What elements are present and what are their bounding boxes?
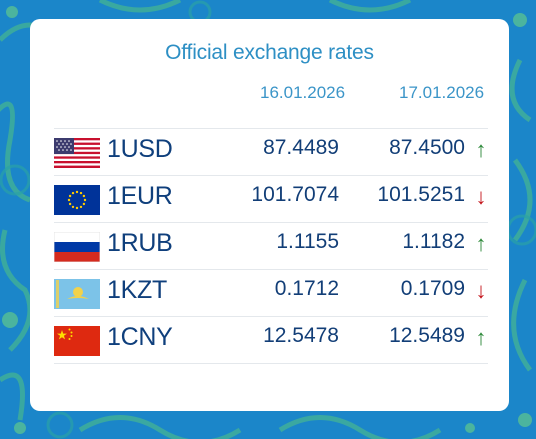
rate-value-date-2: 12.5489: [389, 324, 465, 347]
currency-code: 1USD: [107, 135, 173, 163]
rate-row-eur: 1EUR 101.7074 101.5251 ↓: [54, 175, 488, 222]
ru-flag-icon: [54, 232, 100, 262]
currency-code: 1KZT: [107, 276, 167, 304]
currency-code: 1CNY: [107, 323, 173, 351]
rate-row-usd: 1USD 87.4489 87.4500 ↑: [54, 128, 488, 175]
us-flag-icon: [54, 138, 100, 168]
rate-value-date-2: 0.1709: [400, 277, 465, 300]
rate-value-date-1: 1.1155: [276, 230, 339, 253]
eu-flag-icon: [54, 185, 100, 215]
date-column-2: 17.01.2026: [399, 83, 485, 102]
rate-row-cny: 1CNY 12.5478 12.5489 ↑: [54, 316, 488, 364]
rate-value-date-2: 1.1182: [402, 230, 465, 253]
rate-value-date-2: 87.4500: [389, 136, 465, 159]
rate-value-date-1: 87.4489: [263, 136, 339, 159]
date-column-1: 16.01.2026: [260, 83, 346, 102]
widget-title: Official exchange rates: [165, 41, 374, 64]
rate-value-date-2: 101.5251: [377, 183, 465, 206]
kz-flag-icon: [54, 279, 100, 309]
trend-down-icon: ↓: [475, 184, 487, 209]
rate-value-date-1: 101.7074: [251, 183, 339, 206]
currency-code: 1EUR: [107, 182, 173, 210]
exchange-rates-card: Official exchange rates 16.01.2026 17.01…: [30, 19, 509, 411]
trend-up-icon: ↑: [475, 325, 487, 350]
trend-up-icon: ↑: [475, 231, 487, 256]
rate-value-date-1: 12.5478: [263, 324, 339, 347]
trend-up-icon: ↑: [475, 137, 487, 162]
rate-value-date-1: 0.1712: [274, 277, 339, 300]
trend-down-icon: ↓: [475, 278, 487, 303]
rate-row-rub: 1RUB 1.1155 1.1182 ↑: [54, 222, 488, 269]
rate-row-kzt: 1KZT 0.1712 0.1709 ↓: [54, 269, 488, 316]
rates-table: 1USD 87.4489 87.4500 ↑ 1EUR 101.7074 101…: [54, 128, 488, 364]
cn-flag-icon: [54, 326, 100, 356]
currency-code: 1RUB: [107, 229, 173, 257]
